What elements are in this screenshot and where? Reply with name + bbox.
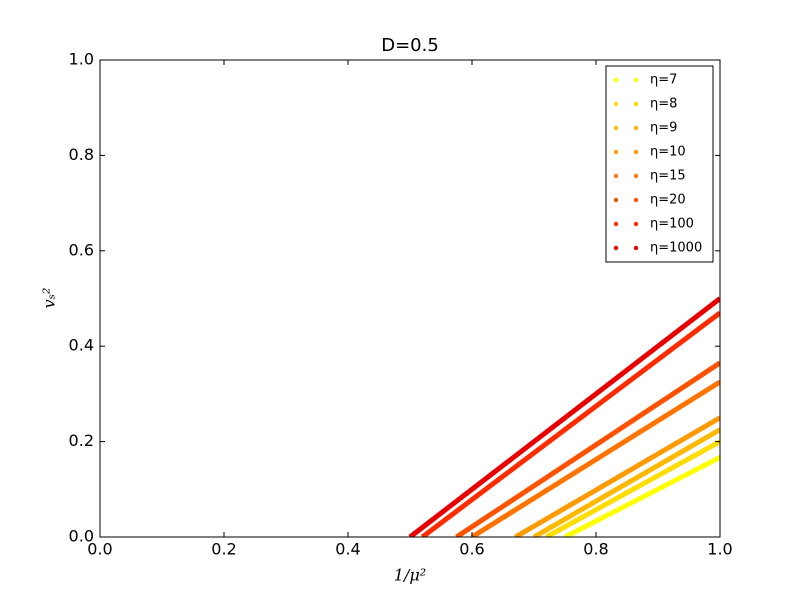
legend-marker — [613, 101, 619, 107]
y-tick-label: 0.4 — [69, 336, 94, 355]
line — [420, 310, 720, 537]
x-tick-label: 0.0 — [87, 540, 112, 559]
line — [408, 296, 720, 537]
legend-box — [605, 65, 714, 263]
legend-marker — [613, 245, 619, 251]
legend-label: η=10 — [650, 145, 686, 160]
x-tick-label: 0.6 — [459, 540, 484, 559]
plot-frame — [99, 59, 721, 538]
legend-marker — [613, 197, 619, 203]
line — [455, 360, 720, 537]
legend-marker — [613, 221, 619, 227]
x-axis-label: 1/μ² — [394, 566, 426, 585]
line — [563, 455, 720, 537]
line — [514, 415, 720, 537]
y-tick-label: 1.0 — [69, 50, 94, 69]
legend-marker — [633, 173, 639, 179]
legend-label: η=9 — [650, 121, 677, 136]
y-tick-label: 0.6 — [69, 240, 94, 259]
legend-marker — [613, 173, 619, 179]
legend-marker — [633, 221, 639, 227]
legend-marker — [633, 245, 639, 251]
legend-marker — [633, 149, 639, 155]
legend-marker — [613, 77, 619, 83]
x-tick-label: 1.0 — [707, 540, 732, 559]
legend-marker — [613, 125, 619, 131]
x-tick-label: 0.4 — [335, 540, 360, 559]
legend-label: η=15 — [650, 169, 686, 184]
legend-label: η=8 — [650, 97, 677, 112]
line — [545, 439, 720, 537]
legend-marker — [633, 77, 639, 83]
legend-label: η=20 — [650, 193, 686, 208]
legend-label: η=7 — [650, 73, 677, 88]
legend-label: η=100 — [650, 217, 694, 232]
legend-marker — [633, 197, 639, 203]
legend-label: η=1000 — [650, 241, 702, 256]
y-axis-label: vₛ² — [40, 288, 59, 309]
line — [532, 427, 720, 537]
legend-marker — [633, 101, 639, 107]
legend-marker — [633, 125, 639, 131]
line — [470, 379, 720, 537]
y-tick-label: 0.8 — [69, 145, 94, 164]
x-tick-label: 0.2 — [211, 540, 236, 559]
legend-marker — [613, 149, 619, 155]
y-tick-label: 0.2 — [69, 431, 94, 450]
y-tick-label: 0.0 — [69, 527, 94, 546]
x-tick-label: 0.8 — [583, 540, 608, 559]
chart-title: D=0.5 — [381, 35, 439, 56]
